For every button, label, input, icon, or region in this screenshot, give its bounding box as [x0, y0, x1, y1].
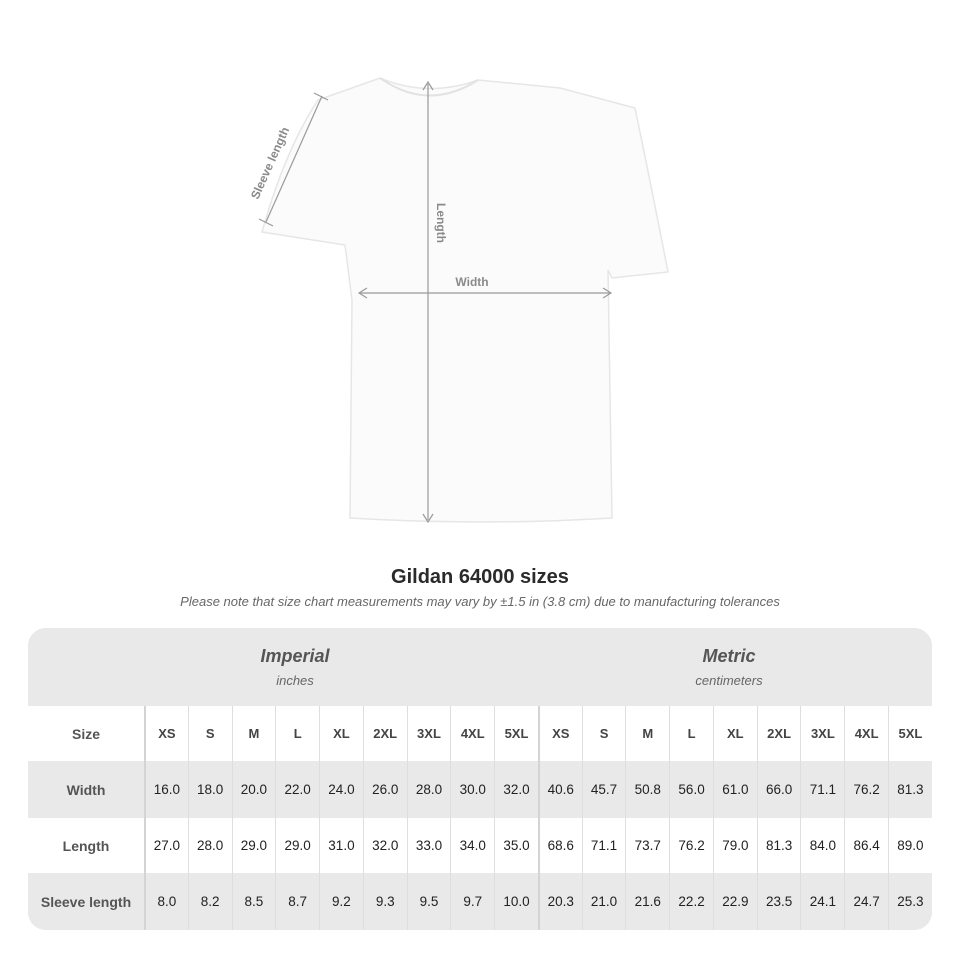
size-header-cell: 4XL [844, 706, 888, 761]
table-cell: 71.1 [581, 818, 626, 873]
table-cell: 28.0 [406, 761, 451, 818]
table-cell: 30.0 [450, 761, 494, 818]
size-header-cell: XL [712, 706, 757, 761]
table-row-length: Length 27.0 28.0 29.0 29.0 31.0 32.0 33.0 34.0 35… [28, 818, 932, 873]
size-header-cell: L [669, 706, 713, 761]
size-header-cell: M [231, 706, 276, 761]
table-cell: 34.0 [450, 818, 494, 873]
tshirt-diagram: Sleeve length Length Width [248, 77, 669, 524]
table-cell: 76.2 [669, 818, 713, 873]
table-cell: 86.4 [844, 818, 888, 873]
table-cell: 33.0 [406, 818, 451, 873]
size-header-cell: S [187, 706, 232, 761]
metric-unit: centimeters [695, 673, 763, 688]
metric-group: Metric centimeters [529, 646, 929, 688]
table-cell: 35.0 [494, 818, 538, 873]
table-cell: 28.0 [187, 818, 232, 873]
table-cell: 56.0 [669, 761, 713, 818]
table-cell: 9.7 [450, 873, 494, 930]
table-cell: 66.0 [756, 761, 801, 818]
table-cell: 24.0 [319, 761, 363, 818]
table-cell: 89.0 [888, 818, 932, 873]
table-cell: 45.7 [581, 761, 626, 818]
table-cell: 61.0 [712, 761, 757, 818]
size-header-cell: M [625, 706, 669, 761]
table-cell: 81.3 [756, 818, 801, 873]
table-cell: 24.7 [844, 873, 888, 930]
table-cell: 22.2 [669, 873, 713, 930]
tolerance-note: Please note that size chart measurements… [180, 594, 780, 609]
row-label: Sleeve length [40, 893, 132, 910]
table-cell: 20.3 [537, 873, 582, 930]
size-table: Imperial inches Metric centimeters Size … [28, 628, 932, 930]
row-label: Width [66, 781, 106, 798]
size-header-cell: 2XL [362, 706, 407, 761]
imperial-unit: inches [276, 673, 314, 688]
metric-title: Metric [702, 646, 756, 666]
size-header-cell: 2XL [756, 706, 801, 761]
table-cell: 8.7 [275, 873, 319, 930]
size-header-cell: 4XL [450, 706, 494, 761]
table-cell: 68.6 [537, 818, 582, 873]
table-cell: 76.2 [844, 761, 888, 818]
size-header-cell: XS [144, 706, 188, 761]
table-cell: 79.0 [712, 818, 757, 873]
table-cell: 31.0 [319, 818, 363, 873]
imperial-group: Imperial inches [95, 646, 495, 688]
table-cell: 29.0 [231, 818, 276, 873]
table-cell: 22.0 [275, 761, 319, 818]
table-cell: 9.5 [406, 873, 451, 930]
table-cell: 23.5 [756, 873, 801, 930]
table-cell: 25.3 [888, 873, 932, 930]
table-row-sleeve-length: Sleeve length 8.0 8.2 8.5 8.7 9.2 9.3 9.5 9.7 10.… [28, 873, 932, 930]
table-cell: 81.3 [888, 761, 932, 818]
imperial-title: Imperial [260, 646, 330, 666]
table-cell: 21.0 [581, 873, 626, 930]
table-cell: 20.0 [231, 761, 276, 818]
table-cell: 29.0 [275, 818, 319, 873]
size-header-cell: S [581, 706, 626, 761]
table-cell: 26.0 [362, 761, 407, 818]
width-label: Width [455, 275, 488, 289]
group-header: Imperial inches Metric centimeters [28, 628, 932, 706]
table-cell: 40.6 [537, 761, 582, 818]
table-cell: 9.2 [319, 873, 363, 930]
size-header-cell: L [275, 706, 319, 761]
table-cell: 21.6 [625, 873, 669, 930]
size-header-label: Size [71, 725, 100, 742]
size-header-cell: 3XL [800, 706, 844, 761]
size-header-row: Size XS S M L XL 2XL 3XL 4XL 5XL XS S M L XL 2XL 3XL 4XL… [28, 706, 932, 761]
table-cell: 10.0 [494, 873, 538, 930]
table-cell: 71.1 [800, 761, 844, 818]
row-label: Length [62, 837, 110, 854]
table-cell: 8.0 [144, 873, 188, 930]
measure-lines [258, 80, 613, 524]
tshirt-image [261, 77, 669, 523]
table-cell: 50.8 [625, 761, 669, 818]
size-header-cell: 3XL [406, 706, 451, 761]
table-cell: 24.1 [800, 873, 844, 930]
size-header-cell: 5XL [888, 706, 932, 761]
table-cell: 16.0 [144, 761, 188, 818]
table-cell: 9.3 [362, 873, 407, 930]
size-header-cell: 5XL [494, 706, 538, 761]
table-cell: 8.2 [187, 873, 232, 930]
table-cell: 32.0 [494, 761, 538, 818]
size-header-cell: XL [319, 706, 363, 761]
table-cell: 27.0 [144, 818, 188, 873]
table-row-width: Width 16.0 18.0 20.0 22.0 24.0 26.0 28.0 30.0 32.… [28, 761, 932, 818]
size-header-cell: XS [537, 706, 582, 761]
table-cell: 32.0 [362, 818, 407, 873]
table-cell: 73.7 [625, 818, 669, 873]
chart-title: Gildan 64000 sizes [391, 566, 569, 588]
table-cell: 8.5 [231, 873, 276, 930]
table-cell: 84.0 [800, 818, 844, 873]
table-cell: 22.9 [712, 873, 757, 930]
table-cell: 18.0 [187, 761, 232, 818]
length-label: Length [434, 203, 448, 243]
